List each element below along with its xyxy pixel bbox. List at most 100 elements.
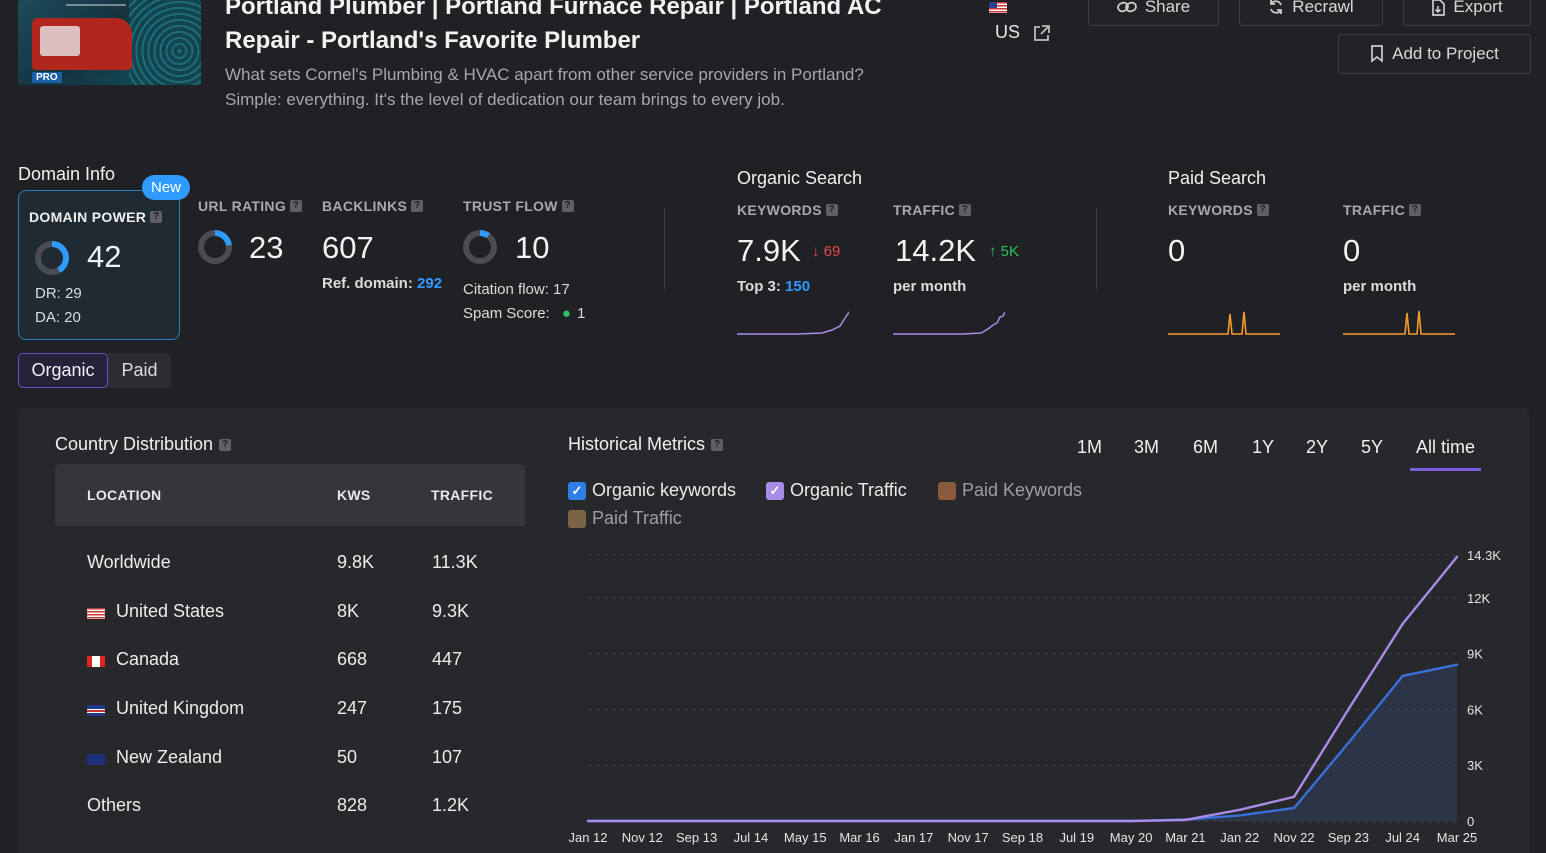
help-icon[interactable]: ?	[1256, 204, 1269, 216]
paid-traffic-sparkline	[1343, 310, 1455, 335]
organic-traffic-point	[1292, 795, 1296, 799]
range-1y[interactable]: 1Y	[1252, 437, 1275, 457]
organic-traffic-point	[1455, 555, 1459, 559]
country-code: US	[995, 22, 1021, 42]
external-link-icon[interactable]	[1032, 24, 1051, 48]
paid-toggle[interactable]: Paid	[121, 360, 158, 380]
historical-chart[interactable]: 0 3K 6K 9K 12K 14.3K Jan 12 Nov 12 Sep 13 Jul 14 M…	[560, 540, 1520, 853]
paid-keywords-sparkline	[1168, 311, 1280, 335]
recrawl-button[interactable]: Recrawl	[1239, 0, 1383, 26]
share-button[interactable]: Share	[1088, 0, 1219, 26]
help-icon[interactable]: ?	[290, 200, 303, 212]
paid-traffic-label: TRAFFIC?	[1343, 202, 1421, 218]
col-traffic[interactable]: TRAFFIC	[431, 487, 493, 503]
us-flag-icon	[87, 608, 105, 619]
historical-metrics-heading: Historical Metrics?	[568, 434, 724, 455]
add-to-project-button[interactable]: Add to Project	[1338, 34, 1531, 74]
domain-info-heading: Domain Info	[18, 164, 116, 184]
spam-score: Spam Score: ● 1	[463, 305, 586, 322]
help-icon[interactable]: ?	[150, 211, 163, 223]
da-value: DA: 20	[35, 309, 81, 326]
organic-traffic-point	[1075, 819, 1079, 823]
trust-flow-label: TRUST FLOW?	[463, 198, 574, 214]
help-icon[interactable]: ?	[958, 204, 971, 216]
ref-domain-link[interactable]: 292	[417, 275, 443, 292]
x-tick-label: Jan 17	[894, 830, 933, 845]
trust-flow-value: 10	[515, 230, 550, 265]
organic-search-heading: Organic Search	[737, 168, 863, 188]
y-tick-label: 12K	[1467, 591, 1490, 606]
organic-traffic-unit: per month	[893, 278, 967, 295]
y-tick-label: 3K	[1467, 758, 1483, 773]
organic-keywords-point	[1292, 806, 1296, 810]
organic-keywords-point	[1455, 663, 1459, 666]
range-all-time[interactable]: All time	[1410, 437, 1482, 471]
organic-traffic-point	[1401, 622, 1404, 626]
x-tick-label: Sep 13	[676, 830, 717, 845]
y-tick-label: 0	[1467, 814, 1474, 829]
domain-power-card: DOMAIN POWER? 42 DR: 29 DA: 20	[18, 190, 180, 340]
url-rating-label: URL RATING?	[198, 198, 303, 214]
checkbox-checked-icon: ✓	[766, 481, 784, 500]
x-tick-label: Sep 18	[1002, 830, 1043, 845]
help-icon[interactable]: ?	[1408, 204, 1421, 216]
organic-keywords-value: 7.9K	[737, 233, 801, 268]
refresh-icon	[1270, 0, 1283, 14]
spam-dot-icon: ●	[561, 305, 571, 322]
y-tick-label: 6K	[1467, 702, 1483, 717]
legend-paid-traffic[interactable]: Paid Traffic	[568, 508, 682, 529]
legend-paid-keywords[interactable]: Paid Keywords	[938, 480, 1082, 501]
organic-traffic-point	[1238, 808, 1241, 812]
organic-traffic-point	[912, 819, 916, 823]
page-description: What sets Cornel's Plumbing & HVAC apart…	[225, 65, 864, 109]
legend-organic-keywords[interactable]: ✓ Organic keywords	[568, 480, 736, 501]
help-icon[interactable]: ?	[711, 438, 724, 451]
y-tick-label: 9K	[1467, 647, 1483, 662]
help-icon[interactable]: ?	[561, 200, 574, 212]
organic-toggle[interactable]: Organic	[18, 353, 108, 388]
x-tick-label: Nov 17	[948, 830, 989, 845]
thumbnail-badge: PRO	[32, 72, 62, 83]
export-button[interactable]: Export	[1403, 0, 1531, 26]
bookmark-icon	[1371, 45, 1383, 63]
x-tick-label: May 15	[784, 830, 827, 845]
paid-search-heading: Paid Search	[1168, 168, 1267, 188]
x-tick-label: May 20	[1110, 830, 1153, 845]
range-1m[interactable]: 1M	[1077, 437, 1103, 457]
checkbox-unchecked-icon	[568, 509, 586, 528]
citation-flow: Citation flow: 17	[463, 281, 570, 298]
range-5y[interactable]: 5Y	[1361, 437, 1384, 457]
x-tick-label: Jan 22	[1220, 830, 1259, 845]
export-icon	[1432, 0, 1446, 16]
uk-flag-icon	[87, 705, 105, 716]
x-tick-label: Jul 19	[1059, 830, 1094, 845]
checkbox-checked-icon: ✓	[568, 481, 586, 500]
col-kws[interactable]: KWS	[337, 487, 371, 503]
domain-power-value: 42	[87, 239, 122, 274]
help-icon[interactable]: ?	[219, 438, 232, 451]
range-6m[interactable]: 6M	[1193, 437, 1219, 457]
organic-traffic-point	[586, 819, 590, 823]
organic-traffic-point	[1129, 819, 1133, 823]
organic-traffic-point	[1021, 819, 1024, 823]
organic-keywords-change: ↓ 69	[812, 243, 841, 260]
range-3m[interactable]: 3M	[1134, 437, 1160, 457]
x-tick-label: Mar 21	[1165, 830, 1205, 845]
us-flag-icon	[989, 2, 1007, 13]
organic-keywords-point	[1401, 674, 1404, 678]
organic-traffic-label: TRAFFIC?	[893, 202, 971, 218]
checkbox-unchecked-icon	[938, 481, 956, 500]
help-icon[interactable]: ?	[411, 200, 424, 212]
organic-traffic-point	[966, 819, 970, 823]
page-title: Portland Plumber | Portland Furnace Repa…	[225, 0, 882, 54]
country-distribution-heading: Country Distribution?	[55, 434, 232, 455]
organic-paid-toggle: Organic Paid	[18, 353, 171, 388]
legend-organic-traffic[interactable]: ✓ Organic Traffic	[766, 480, 907, 501]
help-icon[interactable]: ?	[825, 204, 838, 216]
range-2y[interactable]: 2Y	[1306, 437, 1329, 457]
organic-keywords-point	[1238, 814, 1241, 817]
col-location[interactable]: LOCATION	[87, 487, 162, 503]
organic-traffic-sparkline	[893, 311, 1005, 335]
new-zealand-flag-icon	[87, 754, 105, 765]
x-tick-label: Sep 23	[1328, 830, 1369, 845]
